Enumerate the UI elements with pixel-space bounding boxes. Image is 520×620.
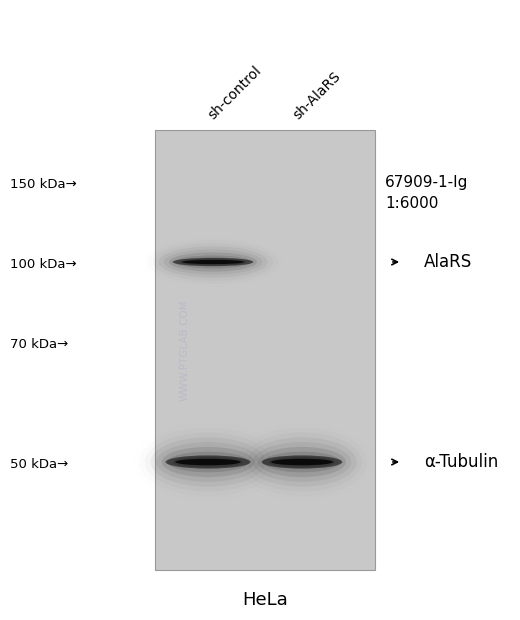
Text: WWW.PTGLAB.COM: WWW.PTGLAB.COM <box>180 299 190 401</box>
Text: HeLa: HeLa <box>242 591 288 609</box>
Text: α-Tubulin: α-Tubulin <box>424 453 498 471</box>
Ellipse shape <box>269 456 335 467</box>
Text: sh-control: sh-control <box>205 63 264 122</box>
Ellipse shape <box>174 255 252 268</box>
Ellipse shape <box>253 442 352 482</box>
Bar <box>155 130 375 570</box>
Text: 150 kDa→: 150 kDa→ <box>10 179 77 192</box>
Ellipse shape <box>176 459 240 465</box>
Ellipse shape <box>167 452 249 472</box>
Ellipse shape <box>162 447 254 477</box>
Text: 100 kDa→: 100 kDa→ <box>10 259 76 272</box>
Text: 50 kDa→: 50 kDa→ <box>10 459 68 471</box>
Text: 70 kDa→: 70 kDa→ <box>10 339 68 352</box>
Ellipse shape <box>173 258 253 266</box>
Ellipse shape <box>156 442 260 482</box>
Text: AlaRS: AlaRS <box>424 253 472 271</box>
Ellipse shape <box>258 447 346 477</box>
Ellipse shape <box>165 456 251 469</box>
Ellipse shape <box>271 459 333 465</box>
Ellipse shape <box>173 456 243 467</box>
Ellipse shape <box>164 249 262 275</box>
Ellipse shape <box>262 456 342 469</box>
Text: sh-AlaRS: sh-AlaRS <box>290 69 343 122</box>
Text: 67909-1-Ig
1:6000: 67909-1-Ig 1:6000 <box>385 175 469 211</box>
Ellipse shape <box>180 259 246 265</box>
Ellipse shape <box>264 452 341 472</box>
Ellipse shape <box>182 260 244 264</box>
Ellipse shape <box>169 252 257 272</box>
